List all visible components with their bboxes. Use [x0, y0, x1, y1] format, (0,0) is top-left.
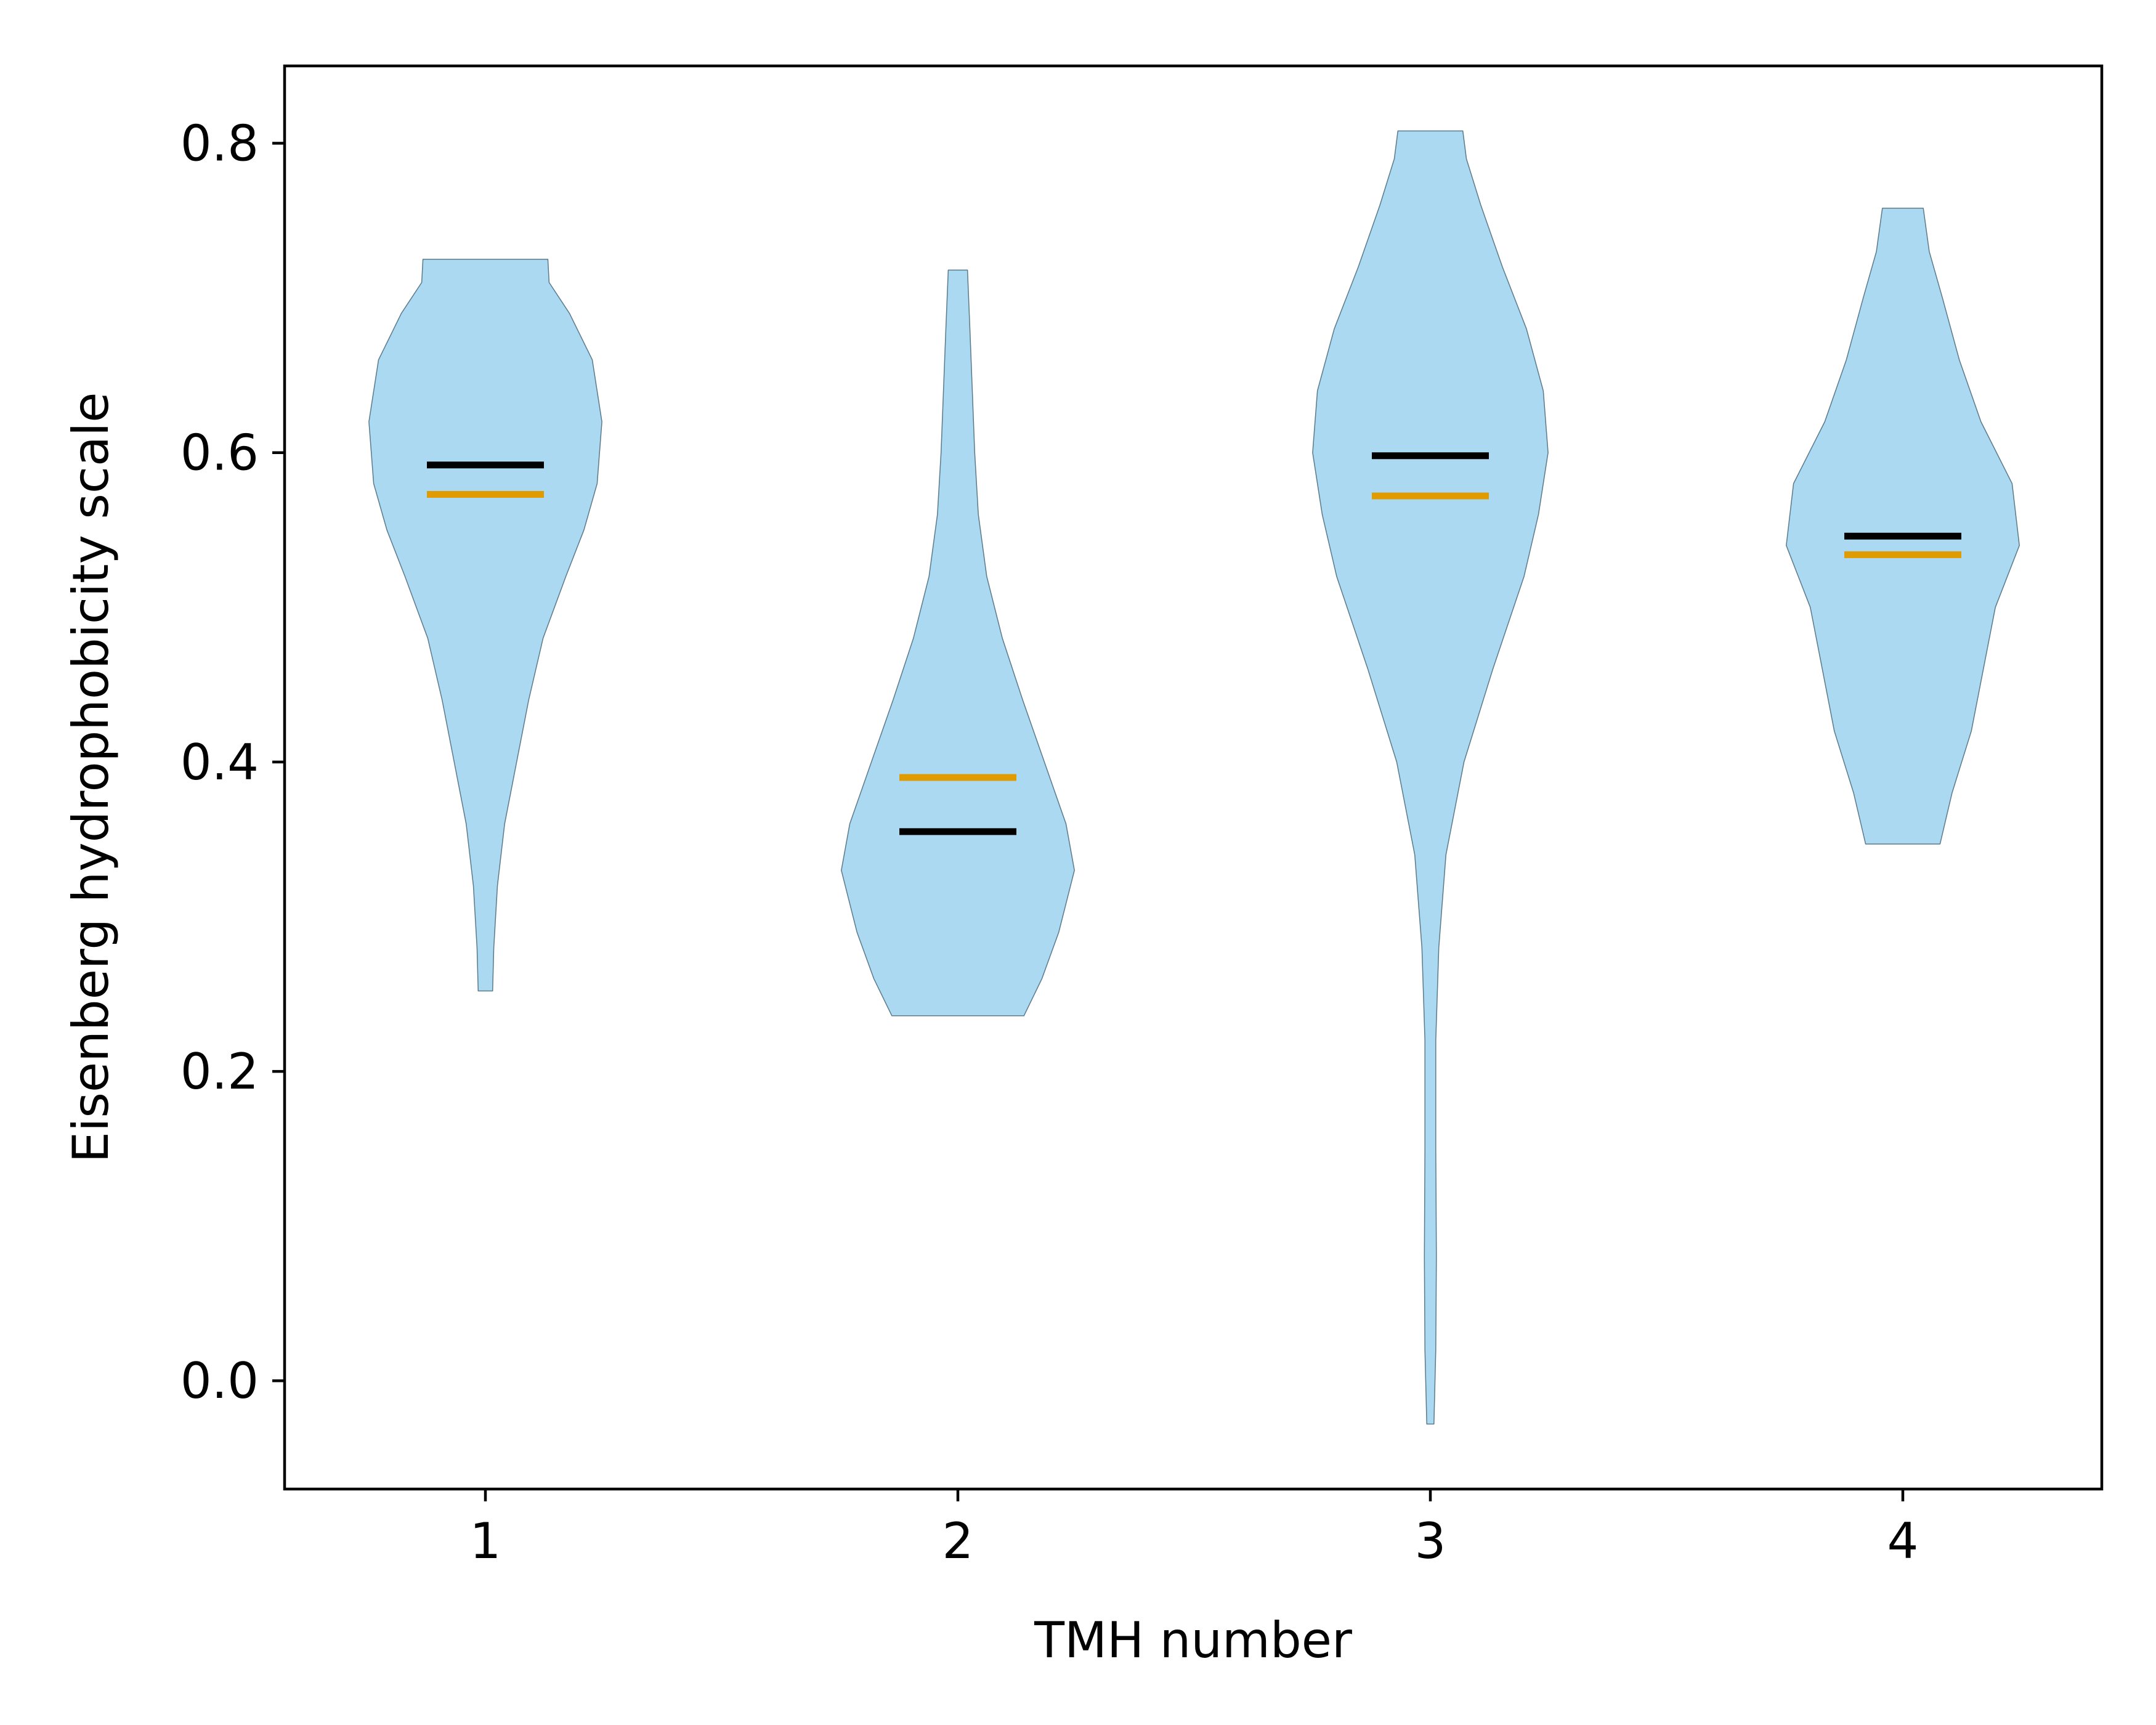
x-tick-label: 4	[1887, 1512, 1919, 1570]
y-axis-label: Eisenberg hydrophobicity scale	[62, 392, 120, 1163]
y-tick-label: 0.4	[180, 734, 259, 791]
x-axis: 1 2 3 4	[470, 1489, 1919, 1570]
violin-body-1	[368, 259, 602, 992]
x-tick-label: 2	[942, 1512, 974, 1570]
x-tick-label: 1	[470, 1512, 501, 1570]
x-axis-label: TMH number	[1034, 1612, 1352, 1669]
plot-frame	[283, 64, 2104, 1491]
y-axis: 0.0 0.2 0.4 0.6 0.8	[180, 115, 285, 1410]
stat-lines-layer	[427, 452, 1961, 835]
violin-body-3	[1312, 130, 1549, 1425]
y-tick-label: 0.8	[180, 115, 259, 172]
y-tick-label: 0.2	[180, 1043, 259, 1100]
x-tick-label: 3	[1415, 1512, 1446, 1570]
y-tick-label: 0.0	[180, 1352, 259, 1410]
violin-body-4	[1786, 208, 2020, 845]
y-tick-label: 0.6	[180, 424, 259, 482]
